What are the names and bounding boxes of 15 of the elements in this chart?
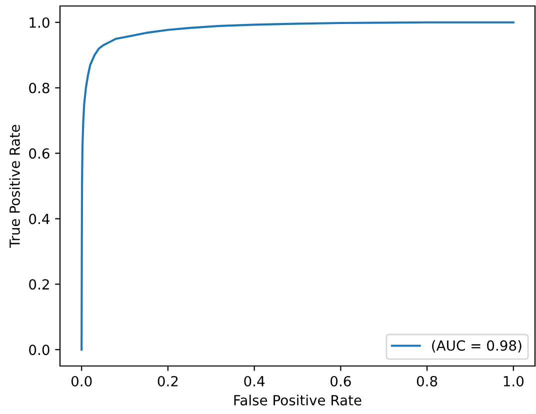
x-tick-label: 1.0 [504, 376, 524, 386]
x-tick-label: 0.8 [416, 376, 438, 386]
y-tick-label: 0.2 [29, 279, 49, 290]
y-tick-label: 0.8 [29, 82, 50, 94]
x-tick-label: 0.4 [244, 376, 265, 386]
y-tick-label: 0.0 [29, 344, 50, 356]
y-axis-title: True Positive Rate [9, 124, 20, 248]
y-tick-label: 0.4 [29, 214, 50, 224]
y-tick-label: 1.0 [30, 17, 50, 28]
legend-label: (AUC = 0.98) [432, 340, 522, 352]
x-tick-label: 0.0 [71, 376, 92, 386]
x-tick-label: 0.2 [158, 376, 178, 386]
x-axis-title: False Positive Rate [234, 394, 362, 406]
y-tick-label: 0.6 [29, 148, 50, 159]
x-tick-label: 0.6 [330, 376, 351, 386]
